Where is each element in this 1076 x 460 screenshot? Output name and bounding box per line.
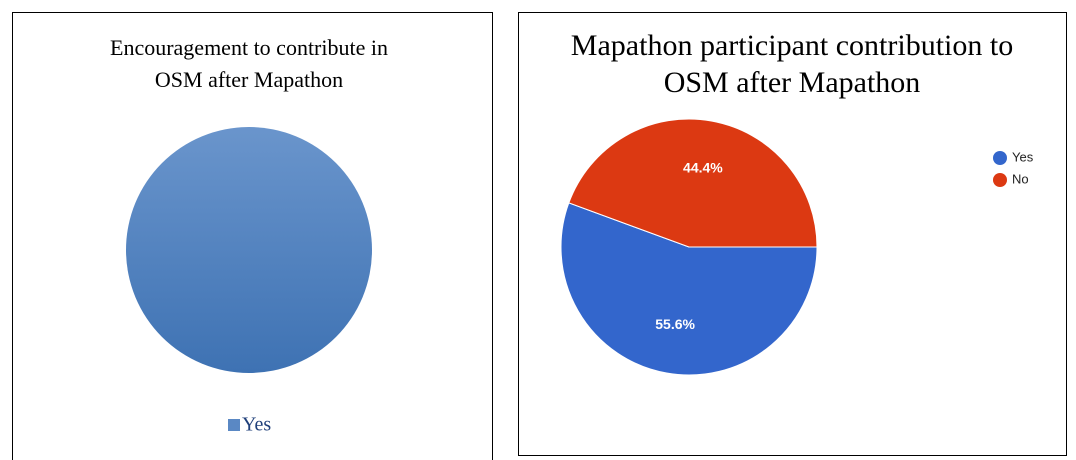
data-label: 44.4% [683,160,723,176]
legend-swatch [228,419,240,431]
panel [12,12,493,460]
pie-slice [560,202,818,376]
chart-title: Encouragement to contribute in [110,35,388,60]
legend-label: No [1012,171,1029,186]
legend-swatch [993,151,1007,165]
panel [518,12,1067,456]
chart-title: Mapathon participant contribution to [571,29,1013,62]
legend-label: Yes [242,414,271,436]
chart-title: OSM after Mapathon [155,67,343,92]
chart-title: OSM after Mapathon [664,66,921,99]
pie-slice [568,118,818,248]
data-label: 55.6% [655,316,695,332]
legend-label: Yes [1012,149,1034,164]
legend-swatch [993,173,1007,187]
pie-slice [126,127,372,373]
